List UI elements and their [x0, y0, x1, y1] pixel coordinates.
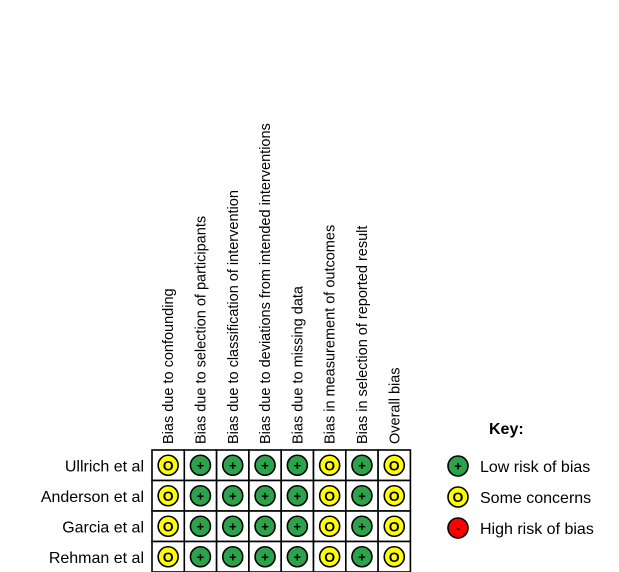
- judgement-symbol: +: [229, 519, 237, 534]
- study-label: Rehman et al: [49, 550, 144, 567]
- judgement-low-marker: [254, 515, 276, 538]
- key-label: Low risk of bias: [480, 459, 590, 476]
- judgement-symbol: O: [324, 488, 335, 504]
- key-label: Some concerns: [480, 490, 591, 507]
- judgement-symbol: +: [197, 458, 205, 473]
- judgement-symbol: O: [389, 488, 400, 504]
- judgement-low-marker: [286, 515, 309, 538]
- judgement-symbol: O: [389, 518, 400, 534]
- column-label: Bias in selection of reported result: [355, 226, 371, 444]
- judgement-some-marker: [383, 484, 406, 507]
- key-symbol: -: [456, 521, 460, 536]
- judgement-symbol: O: [389, 457, 400, 473]
- study-labels: Ullrich et al Anderson et al Garcia et al R…: [41, 458, 144, 567]
- judgement-symbol: +: [229, 549, 237, 564]
- judgement-some-marker: [318, 545, 341, 568]
- judgement-symbol: +: [261, 458, 269, 473]
- column-labels: Bias due to confounding Bias due to selec…: [161, 123, 403, 444]
- judgement-low-marker: [221, 454, 244, 477]
- judgement-symbol: +: [358, 488, 366, 503]
- judgement-symbol: O: [163, 488, 174, 504]
- judgement-symbol: +: [294, 519, 302, 534]
- judgement-low-marker: [189, 484, 212, 507]
- judgement-some-marker: [383, 545, 406, 568]
- judgement-some-marker: [318, 515, 341, 538]
- judgement-low-marker: [254, 545, 276, 568]
- judgement-some-marker: [157, 515, 179, 538]
- judgement-symbol: +: [229, 488, 237, 503]
- judgement-some-marker: [318, 484, 341, 507]
- judgement-low-marker: [286, 484, 309, 507]
- column-label: Bias due to confounding: [161, 288, 177, 444]
- judgement-low-marker: [286, 454, 309, 477]
- judgement-symbol: O: [163, 457, 174, 473]
- judgement-symbol: +: [197, 488, 205, 503]
- judgement-low-marker: [351, 515, 373, 538]
- judgement-symbol: O: [324, 549, 335, 565]
- judgement-symbol: O: [324, 518, 335, 534]
- key-high-marker: [447, 517, 469, 539]
- judgement-low-marker: [221, 545, 244, 568]
- judgement-symbol: +: [261, 488, 269, 503]
- study-label: Ullrich et al: [65, 458, 144, 475]
- study-label: Anderson et al: [41, 489, 144, 506]
- judgement-some-marker: [383, 515, 406, 538]
- judgement-low-marker: [254, 484, 276, 507]
- key-some-marker: [447, 486, 469, 508]
- judgement-symbol: O: [163, 549, 174, 565]
- judgement-low-marker: [351, 484, 373, 507]
- judgement-low-marker: [286, 545, 309, 568]
- judgement-low-marker: [254, 454, 276, 477]
- judgement-low-marker: [221, 484, 244, 507]
- judgement-low-marker: [189, 515, 212, 538]
- judgement-symbol: +: [197, 549, 205, 564]
- judgement-symbol: +: [294, 488, 302, 503]
- judgement-low-marker: [189, 545, 212, 568]
- judgement-low-marker: [189, 454, 212, 477]
- judgement-low-marker: [221, 515, 244, 538]
- judgement-symbol: O: [324, 457, 335, 473]
- judgement-some-marker: [157, 454, 179, 477]
- judgement-some-marker: [157, 545, 179, 568]
- judgement-grid: O + + + + O + OO + + + + O + OO + + + + O + OO + + + + O + O: [151, 449, 412, 572]
- judgement-symbol: +: [229, 458, 237, 473]
- judgement-symbol: O: [163, 518, 174, 534]
- judgement-some-marker: [157, 484, 179, 507]
- judgement-symbol: +: [197, 519, 205, 534]
- key-legend: Key: + Low risk of bias O Some concerns - Hig…: [447, 421, 594, 539]
- judgement-some-marker: [318, 454, 341, 477]
- judgement-low-marker: [351, 454, 373, 477]
- judgement-symbol: +: [294, 458, 302, 473]
- judgement-symbol: +: [358, 458, 366, 473]
- key-title: Key:: [489, 421, 524, 438]
- judgement-symbol: +: [358, 549, 366, 564]
- key-symbol: O: [453, 489, 464, 505]
- judgement-symbol: +: [294, 549, 302, 564]
- column-label: Overall bias: [387, 367, 403, 444]
- key-symbol: +: [454, 459, 462, 474]
- judgement-symbol: +: [358, 519, 366, 534]
- judgement-symbol: +: [261, 519, 269, 534]
- judgement-symbol: O: [389, 549, 400, 565]
- column-label: Bias due to deviations from intended int…: [258, 123, 274, 444]
- judgement-some-marker: [383, 454, 406, 477]
- judgement-symbol: +: [261, 549, 269, 564]
- study-label: Garcia et al: [62, 519, 144, 536]
- column-label: Bias due to missing data: [290, 285, 306, 444]
- key-label: High risk of bias: [480, 521, 594, 538]
- column-label: Bias due to classification of interventi…: [226, 190, 242, 444]
- column-label: Bias in measurement of outcomes: [323, 225, 339, 444]
- column-label: Bias due to selection of participants: [193, 216, 209, 444]
- judgement-low-marker: [351, 545, 373, 568]
- key-low-marker: [447, 455, 469, 477]
